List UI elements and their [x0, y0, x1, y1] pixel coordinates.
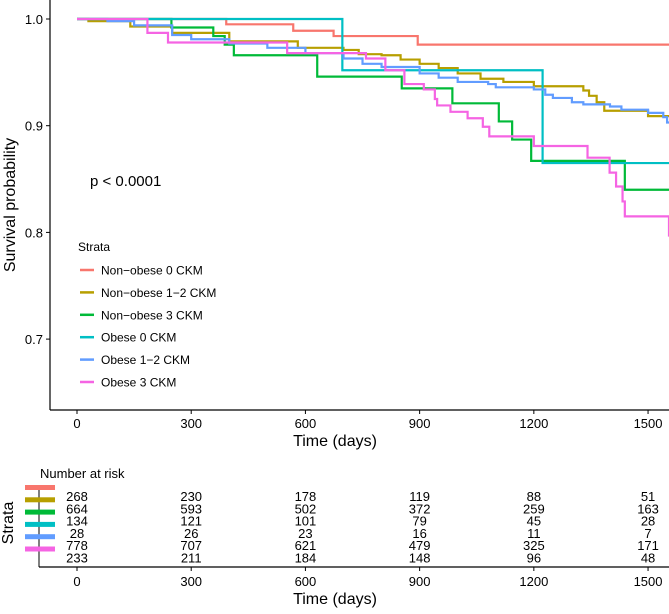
y-axis-label: Survival probability [2, 138, 19, 272]
risk-count: 593 [180, 501, 202, 516]
x-tick-label: 1500 [634, 416, 663, 431]
survival-curve-4 [77, 17, 669, 124]
risk-count: 778 [66, 538, 88, 553]
x-tick-label: 600 [295, 416, 317, 431]
risk-x-tick-label: 300 [180, 574, 202, 589]
risk-count: 45 [527, 514, 541, 529]
risk-count: 171 [637, 538, 659, 553]
risk-count: 28 [641, 514, 655, 529]
risk-count: 479 [409, 538, 431, 553]
risk-count: 372 [409, 501, 431, 516]
risk-strata-swatch-2 [25, 509, 55, 515]
risk-strata-swatch-0 [25, 485, 55, 490]
risk-count: 23 [298, 526, 312, 541]
risk-count: 259 [523, 501, 545, 516]
risk-count: 163 [637, 501, 659, 516]
survival-curve-2 [77, 17, 669, 191]
survival-curve-5 [77, 17, 669, 237]
risk-strata-swatch-4 [25, 534, 55, 540]
risk-count: 664 [66, 501, 88, 516]
risk-count: 268 [66, 489, 88, 504]
x-tick-label: 0 [73, 416, 80, 431]
risk-count: 148 [409, 551, 431, 566]
risk-count: 502 [295, 501, 317, 516]
legend-label-2: Non−obese 3 CKM [101, 308, 203, 322]
y-tick-label: 0.8 [25, 225, 43, 240]
risk-count: 11 [527, 526, 541, 541]
risk-x-tick-label: 0 [73, 574, 80, 589]
risk-count: 7 [644, 526, 651, 541]
legend: Strata Non−obese 0 CKM Non−obese 1−2 CKM N… [78, 240, 216, 390]
x-tick-label: 1200 [519, 416, 548, 431]
risk-count: 28 [70, 526, 84, 541]
risk-strata-swatch-5 [25, 546, 55, 552]
risk-x-axis-label: Time (days) [293, 591, 377, 608]
risk-count: 211 [181, 551, 202, 566]
y-tick-label: 0.7 [25, 332, 43, 347]
x-tick-label: 900 [409, 416, 431, 431]
risk-count: 621 [295, 538, 317, 553]
risk-count: 96 [527, 551, 541, 566]
risk-count: 101 [295, 514, 317, 529]
risk-count: 119 [409, 489, 430, 504]
risk-count: 233 [66, 551, 88, 566]
y-ticks: 0.7 0.8 0.9 1.0 [25, 12, 50, 347]
risk-x-tick-label: 900 [409, 574, 431, 589]
x-ticks: 0 300 600 900 1200 1500 [73, 410, 663, 431]
legend-title: Strata [78, 240, 110, 254]
risk-count: 707 [180, 538, 202, 553]
p-value-annotation: p < 0.0001 [90, 173, 161, 190]
x-axis-label: Time (days) [293, 433, 377, 450]
risk-strata-swatch-3 [25, 521, 55, 527]
survival-curves [77, 17, 669, 237]
y-tick-label: 0.9 [25, 119, 43, 134]
risk-table-title: Number at risk [40, 466, 125, 481]
survival-curve-0 [77, 17, 669, 46]
survival-curve-3 [77, 17, 669, 165]
risk-count: 79 [412, 514, 426, 529]
risk-table-ylabel: Strata [0, 502, 17, 545]
legend-label-5: Obese 3 CKM [101, 376, 176, 390]
survival-curve-1 [77, 17, 669, 118]
risk-x-tick-label: 1200 [519, 574, 548, 589]
risk-count: 48 [641, 551, 655, 566]
risk-x-tick-label: 1500 [634, 574, 663, 589]
risk-count: 230 [180, 489, 202, 504]
risk-count: 184 [295, 551, 317, 566]
risk-count: 325 [523, 538, 545, 553]
risk-x-tick-label: 600 [295, 574, 317, 589]
y-tick-label: 1.0 [25, 12, 43, 27]
legend-label-0: Non−obese 0 CKM [101, 264, 203, 278]
risk-count: 178 [295, 489, 317, 504]
risk-count: 134 [66, 514, 88, 529]
risk-count: 51 [641, 489, 655, 504]
risk-count: 16 [412, 526, 426, 541]
risk-count: 121 [180, 514, 202, 529]
legend-label-3: Obese 0 CKM [101, 331, 176, 345]
legend-label-4: Obese 1−2 CKM [101, 353, 190, 367]
x-tick-label: 300 [180, 416, 202, 431]
risk-strata-swatch-1 [25, 497, 55, 503]
risk-count: 26 [184, 526, 198, 541]
risk-table: Number at risk Strata Time (days) 268 230… [0, 466, 669, 608]
risk-count: 88 [527, 489, 541, 504]
legend-label-1: Non−obese 1−2 CKM [101, 286, 216, 300]
